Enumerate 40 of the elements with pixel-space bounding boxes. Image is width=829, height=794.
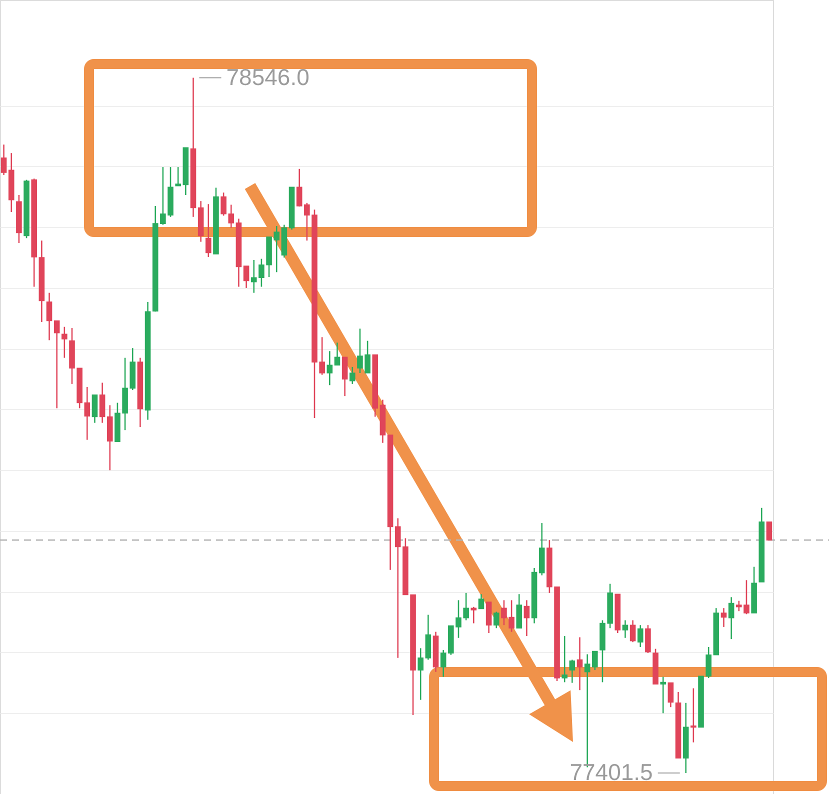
candlestick — [206, 203, 212, 258]
candlestick — [334, 342, 340, 366]
candlestick — [562, 635, 568, 683]
candlestick — [54, 320, 60, 409]
candlestick — [92, 394, 98, 424]
candlestick — [175, 166, 181, 187]
candlestick — [486, 601, 492, 634]
candlestick — [622, 620, 628, 639]
candlestick — [425, 614, 432, 660]
candlestick — [46, 292, 52, 341]
annotation: 77401.5 — [570, 759, 653, 786]
candlestick — [645, 624, 651, 654]
candlestick — [418, 648, 424, 700]
candlestick — [470, 606, 477, 624]
candlestick — [576, 636, 583, 691]
candlestick — [62, 326, 68, 358]
candlestick — [0, 144, 7, 176]
candlestick — [243, 265, 250, 289]
candlestick — [720, 607, 727, 628]
candlestick — [84, 386, 90, 440]
candlestick — [569, 659, 576, 684]
candlestick — [326, 350, 333, 386]
candlestick — [296, 168, 302, 208]
candlestick — [493, 611, 500, 629]
candlestick — [342, 356, 348, 397]
candlestick — [516, 593, 522, 629]
candlestick — [660, 676, 666, 714]
annotation: 78546.0 — [226, 64, 310, 90]
candlestick — [728, 596, 734, 640]
candlestick — [478, 593, 484, 610]
candlestick — [349, 366, 356, 385]
candlestick — [690, 688, 696, 744]
candlestick — [630, 620, 636, 643]
candlestick — [524, 600, 530, 637]
candlestick — [766, 521, 772, 540]
candlestick — [99, 382, 106, 424]
candlestick — [637, 624, 644, 648]
candlestick — [440, 649, 446, 678]
candlestick — [668, 682, 674, 708]
candlestick — [592, 650, 598, 671]
